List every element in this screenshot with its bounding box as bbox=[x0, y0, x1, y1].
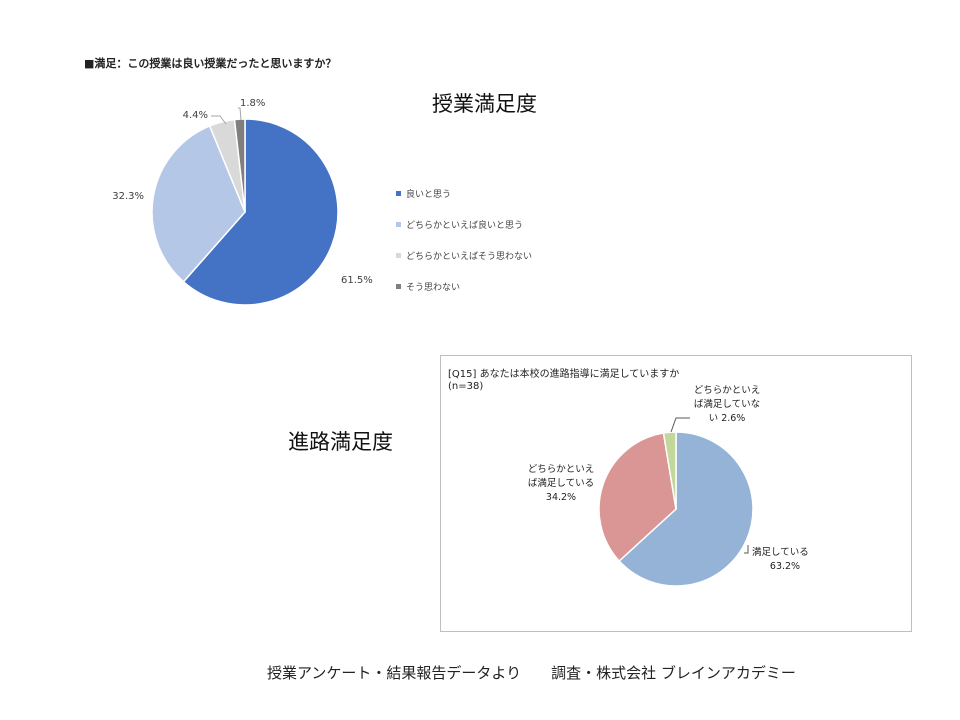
source-footer: 授業アンケート・結果報告データより 調査・株式会社 ブレインアカデミー bbox=[267, 664, 796, 682]
data-label: 63.2% bbox=[770, 561, 800, 572]
chart2-title: [Q15] あなたは本校の進路指導に満足していますか bbox=[448, 369, 680, 380]
legend-swatch bbox=[396, 284, 401, 289]
legend-label: そう思わない bbox=[406, 283, 461, 293]
data-label: どちらかといえ bbox=[694, 385, 761, 396]
chart1-legend: 良いと思う どちらかといえば良いと思う どちらかといえばそう思わない そう思わな… bbox=[396, 178, 532, 302]
data-label: 61.5% bbox=[341, 275, 373, 286]
legend-label: 良いと思う bbox=[406, 190, 452, 200]
pie-slice bbox=[618, 431, 754, 587]
pie-slice bbox=[182, 118, 339, 306]
pie-slice bbox=[662, 431, 677, 510]
data-label: い 2.6% bbox=[709, 413, 746, 424]
data-label: ば満足していな bbox=[694, 399, 760, 410]
legend-label: どちらかといえばそう思わない bbox=[406, 252, 533, 262]
legend-swatch bbox=[396, 253, 401, 258]
career-satisfaction-heading: 進路満足度 bbox=[288, 430, 393, 454]
data-label: 32.3% bbox=[112, 191, 144, 202]
data-label: 4.4% bbox=[183, 110, 208, 121]
chart1-title: ■満足：この授業は良い授業だったと思いますか？ bbox=[84, 57, 337, 70]
pie-slice bbox=[151, 124, 246, 283]
data-label: 34.2% bbox=[546, 492, 576, 503]
leader-line bbox=[744, 545, 749, 554]
leader-line bbox=[238, 107, 242, 121]
data-label: 満足している bbox=[752, 547, 809, 558]
legend-item: 良いと思う bbox=[396, 178, 532, 209]
data-label: どちらかといえ bbox=[528, 464, 595, 475]
pie-slice bbox=[233, 118, 246, 213]
legend-swatch bbox=[396, 222, 401, 227]
pie-slice bbox=[598, 432, 677, 563]
legend-label: どちらかといえば良いと思う bbox=[406, 221, 524, 231]
chart2-sample-size: (n=38) bbox=[448, 381, 484, 392]
legend-item: そう思わない bbox=[396, 271, 532, 302]
leader-line bbox=[670, 417, 690, 433]
leader-line bbox=[211, 115, 227, 125]
legend-item: どちらかといえば良いと思う bbox=[396, 209, 532, 240]
data-label: ば満足している bbox=[528, 478, 594, 489]
data-label: 1.8% bbox=[240, 98, 265, 109]
class-satisfaction-heading: 授業満足度 bbox=[432, 92, 537, 116]
legend-swatch bbox=[396, 191, 401, 196]
chart2-frame bbox=[440, 355, 912, 632]
legend-item: どちらかといえばそう思わない bbox=[396, 240, 532, 271]
